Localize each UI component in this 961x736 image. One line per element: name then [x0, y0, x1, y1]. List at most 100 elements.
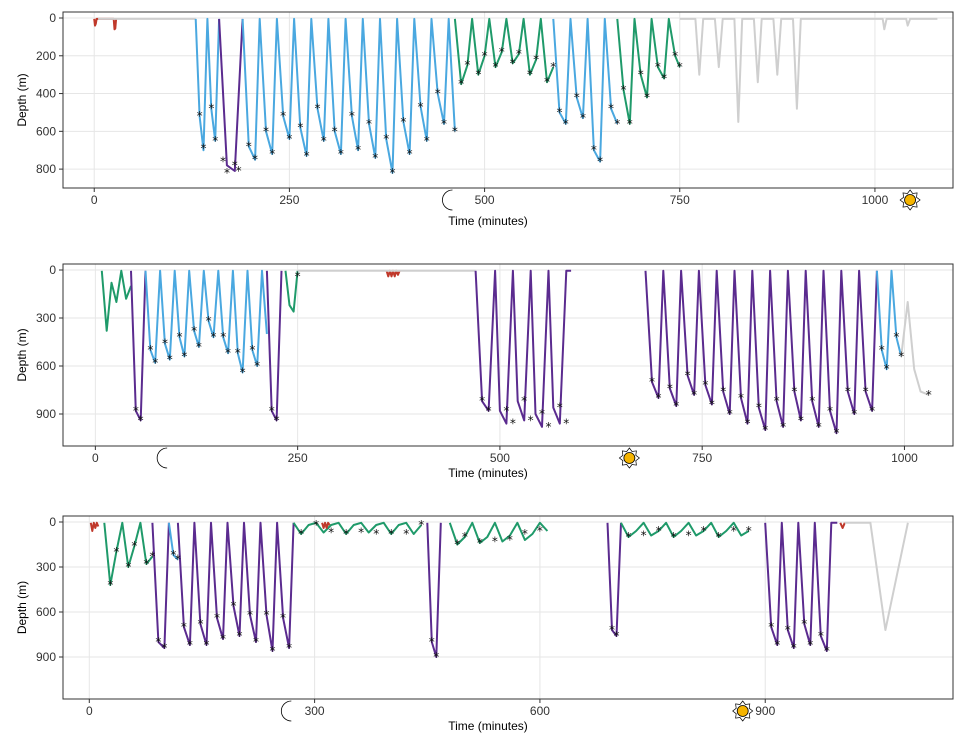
marker-point: *	[557, 105, 563, 119]
marker-point: *	[212, 134, 218, 148]
marker-point: *	[563, 117, 569, 131]
marker-point: *	[845, 385, 851, 399]
marker-point: *	[253, 635, 259, 649]
dive-segment-red	[89, 521, 100, 532]
marker-point: *	[597, 155, 603, 169]
marker-point: *	[898, 349, 904, 363]
marker-point: *	[155, 635, 161, 649]
y-tick-label: 300	[36, 560, 56, 574]
marker-point: *	[177, 330, 183, 344]
dive-segment-blue	[144, 269, 268, 374]
dive-segment-purple	[151, 522, 170, 649]
marker-point: *	[196, 340, 202, 354]
marker-point: *	[187, 638, 193, 652]
sun-icon-rays	[618, 447, 640, 469]
x-tick-label: 750	[670, 193, 690, 207]
marker-point: *	[418, 518, 424, 532]
marker-point: *	[230, 599, 236, 613]
x-tick-label: 1000	[891, 451, 918, 465]
y-tick-label: 900	[36, 407, 56, 421]
marker-point: *	[879, 343, 885, 357]
marker-point: *	[149, 550, 155, 564]
marker-point: *	[655, 391, 661, 405]
marker-point: *	[338, 147, 344, 161]
marker-point: *	[851, 407, 857, 421]
x-tick-label: 500	[475, 193, 495, 207]
marker-point: *	[510, 417, 516, 431]
x-tick-label: 900	[755, 704, 775, 718]
dive-segment-purple	[130, 270, 147, 422]
dive-segment-purple	[265, 270, 283, 422]
marker-point: *	[214, 611, 220, 625]
marker-point: *	[191, 324, 197, 338]
marker-point: *	[462, 530, 468, 544]
foraging-markers: ****************************************…	[107, 518, 830, 664]
marker-point: *	[638, 68, 644, 82]
marker-point: *	[358, 526, 364, 540]
marker-point: *	[798, 413, 804, 427]
marker-point: *	[731, 524, 737, 538]
plot-frame	[62, 11, 954, 189]
moon-icon	[156, 447, 168, 469]
marker-point: *	[533, 53, 539, 67]
marker-point: *	[574, 90, 580, 104]
marker-point: *	[475, 68, 481, 82]
marker-point: *	[768, 620, 774, 634]
dive-segment-grey	[844, 521, 909, 631]
marker-point: *	[424, 134, 430, 148]
dive-segment-purple	[606, 522, 622, 637]
marker-point: *	[550, 60, 556, 74]
marker-point: *	[286, 641, 292, 655]
marker-point: *	[673, 399, 679, 413]
marker-point: *	[295, 269, 301, 283]
marker-point: *	[373, 527, 379, 541]
marker-point: *	[672, 49, 678, 63]
x-axis-title: Time (minutes)	[448, 719, 528, 733]
dive-segment-grey	[900, 301, 930, 396]
marker-point: *	[162, 337, 168, 351]
marker-point: *	[403, 527, 409, 541]
marker-point: *	[328, 526, 334, 540]
marker-point: *	[780, 420, 786, 434]
marker-point: *	[383, 132, 389, 146]
y-tick-label: 300	[36, 311, 56, 325]
marker-point: *	[791, 385, 797, 399]
marker-point: *	[499, 45, 505, 59]
marker-point: *	[824, 644, 830, 658]
marker-point: *	[727, 407, 733, 421]
marker-point: *	[246, 139, 252, 153]
marker-point: *	[521, 394, 527, 408]
marker-point: *	[181, 620, 187, 634]
marker-point: *	[252, 153, 258, 167]
marker-point: *	[701, 524, 707, 538]
marker-point: *	[418, 100, 424, 114]
marker-point: *	[544, 75, 550, 89]
marker-point: *	[452, 124, 458, 138]
marker-point: *	[270, 644, 276, 658]
marker-point: *	[181, 349, 187, 363]
marker-point: *	[493, 60, 499, 74]
dive-segment-green	[100, 269, 132, 332]
marker-point: *	[503, 404, 509, 418]
y-axis-title: Depth (m)	[15, 73, 29, 126]
marker-point: *	[626, 530, 632, 544]
marker-point: *	[138, 413, 144, 427]
marker-point: *	[482, 49, 488, 63]
marker-point: *	[807, 638, 813, 652]
marker-point: *	[716, 530, 722, 544]
marker-point: *	[147, 343, 153, 357]
sun-icon-disc	[623, 452, 636, 464]
x-tick-label: 300	[305, 704, 325, 718]
marker-point: *	[746, 524, 752, 538]
marker-point: *	[791, 641, 797, 655]
marker-point: *	[863, 385, 869, 399]
y-axis-title: Depth (m)	[15, 328, 29, 381]
x-axis-title: Time (minutes)	[448, 466, 528, 480]
marker-point: *	[240, 365, 246, 379]
marker-point: *	[355, 143, 361, 157]
marker-point: *	[507, 533, 513, 547]
marker-point: *	[280, 611, 286, 625]
marker-point: *	[621, 83, 627, 97]
dive-segment-green	[103, 521, 154, 586]
x-tick-label: 1000	[862, 193, 889, 207]
